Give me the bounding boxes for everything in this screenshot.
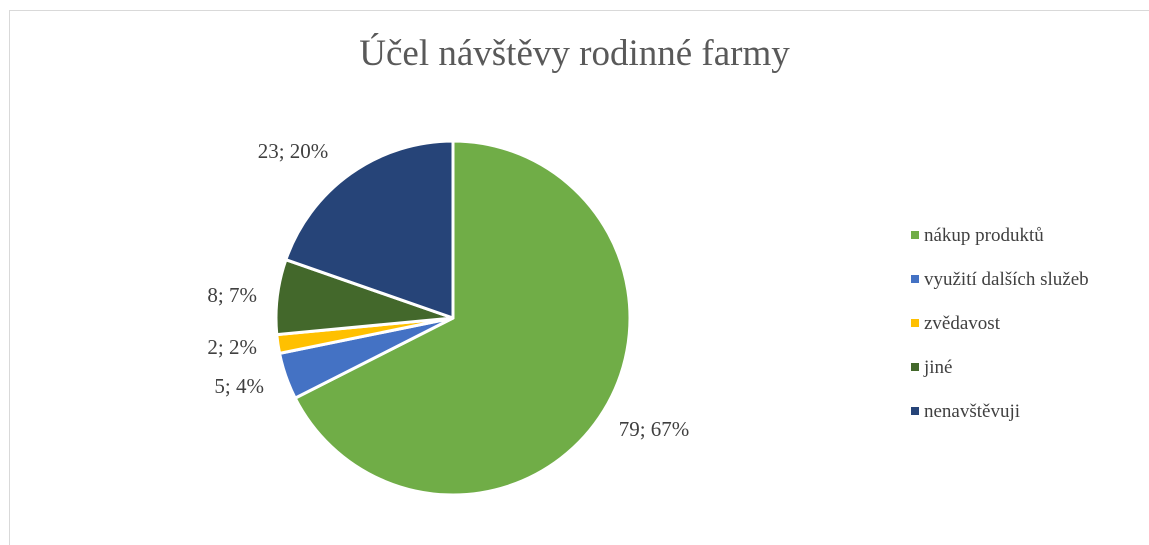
pie-slices — [274, 139, 632, 497]
chart-title: Účel návštěvy rodinné farmy — [359, 33, 790, 74]
legend-item-nakup-produktu: nákup produktů — [911, 225, 1044, 246]
legend-label: jiné — [923, 357, 953, 378]
legend-item-vyuziti-dalsich-sluzeb: využití dalších služeb — [911, 269, 1089, 290]
pie-slice-nenavstevuji — [284, 139, 455, 320]
legend-swatch — [911, 319, 919, 327]
legend-swatch — [911, 231, 919, 239]
legend-item-zvedavost: zvědavost — [911, 313, 1001, 334]
legend-swatch — [911, 275, 919, 283]
data-label-nakup-produktu: 79; 67% — [619, 417, 690, 441]
legend-item-jine: jiné — [911, 357, 953, 378]
legend-label: nenavštěvuji — [924, 401, 1020, 422]
legend: nákup produktů využití dalších služeb zvěd… — [911, 225, 1089, 422]
legend-item-nenavstevuji: nenavštěvuji — [911, 401, 1020, 422]
legend-swatch — [911, 363, 919, 371]
data-label-zvedavost: 2; 2% — [207, 335, 257, 359]
data-label-jine: 8; 7% — [207, 283, 257, 307]
data-label-vyuziti-dalsich-sluzeb: 5; 4% — [214, 374, 264, 398]
data-label-nenavstevuji: 23; 20% — [258, 139, 329, 163]
data-labels: 79; 67% 5; 4% 2; 2% 8; 7% 23; 20% — [207, 139, 689, 441]
pie-slice-nakup-produktu — [293, 139, 632, 497]
legend-label: zvědavost — [924, 313, 1001, 334]
legend-swatch — [911, 407, 919, 415]
legend-label: nákup produktů — [924, 225, 1044, 246]
legend-label: využití dalších služeb — [924, 269, 1089, 290]
